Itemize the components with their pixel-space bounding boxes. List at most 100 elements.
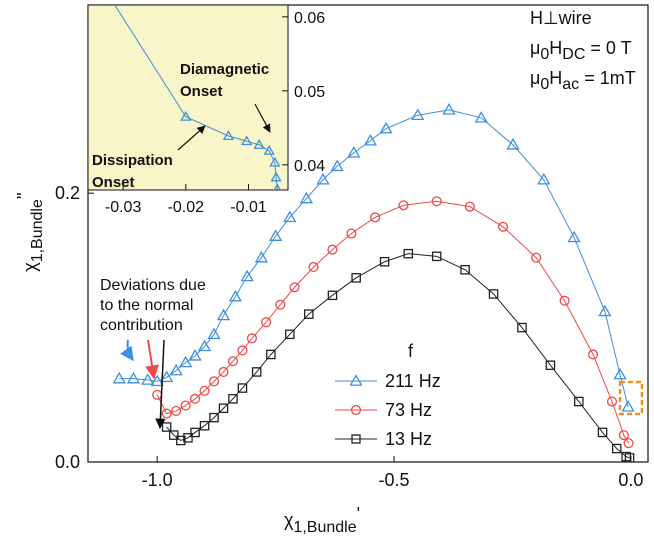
note-part: μ [530, 68, 540, 88]
legend-label: 211 Hz [385, 371, 441, 391]
marker [506, 137, 520, 150]
marker [587, 349, 599, 360]
marker [176, 435, 186, 446]
legend-title: f [408, 341, 414, 361]
marker [304, 309, 314, 319]
marker [171, 405, 182, 416]
marker [537, 172, 551, 185]
marker [606, 396, 618, 407]
marker [246, 333, 257, 344]
marker [370, 212, 381, 223]
marker [126, 371, 141, 384]
marker [270, 171, 282, 182]
marker [567, 230, 581, 243]
legend-label: 13 Hz [385, 429, 432, 449]
marker [227, 356, 239, 367]
series-layer [106, 0, 282, 190]
inset-note: Diamagnetic [180, 61, 269, 78]
series-layer [112, 103, 635, 462]
deviation-note: to the normal [100, 297, 193, 314]
marker [545, 360, 556, 370]
marker [474, 111, 488, 123]
marker [398, 200, 409, 211]
note-sub: 0 [540, 76, 549, 93]
x-label-sub: 1,Bundle [293, 519, 356, 536]
y-label-sup: '' [14, 192, 34, 199]
marker [460, 265, 470, 275]
marker [351, 273, 361, 283]
inset-note: Onset [180, 83, 223, 100]
marker [218, 403, 229, 414]
arrow [145, 339, 159, 380]
marker [431, 196, 442, 207]
marker [621, 400, 635, 412]
marker [241, 135, 253, 146]
inset-note: Onset [92, 174, 135, 191]
marker [209, 412, 219, 423]
marker [106, 0, 115, 2]
marker [183, 433, 193, 443]
marker [161, 408, 172, 419]
marker [199, 420, 210, 431]
marker [597, 427, 608, 438]
highlight-box [618, 380, 644, 416]
x-tick-label: 0.0 [618, 470, 643, 490]
y-tick-label: 0.05 [294, 84, 325, 101]
marker [251, 367, 262, 377]
inset-frame [87, 4, 289, 191]
marker [180, 110, 192, 121]
marker [411, 108, 425, 120]
marker [228, 289, 242, 302]
marker [531, 252, 542, 263]
marker [254, 250, 269, 263]
marker [190, 393, 201, 404]
note-part: H [549, 68, 562, 88]
marker [222, 130, 235, 141]
marker [347, 146, 361, 158]
marker [613, 367, 627, 380]
note-part: μ [530, 38, 540, 58]
x-label-sup: ' [357, 504, 360, 524]
marker [266, 349, 276, 360]
marker [216, 308, 231, 321]
marker [275, 299, 286, 310]
inset-layer: -0.03 -0.02 -0.01 0.04 0.05 0.06 [105, 0, 325, 216]
marker [199, 385, 210, 396]
x-tick-label: -0.03 [105, 199, 142, 216]
marker [237, 383, 248, 393]
marker [188, 349, 202, 361]
series-line [156, 200, 630, 444]
marker [190, 427, 200, 438]
marker [403, 248, 414, 259]
marker [621, 451, 631, 462]
marker [261, 317, 272, 328]
marker [168, 430, 179, 440]
legend-marker [349, 374, 363, 386]
marker [285, 329, 295, 340]
note-part: = 1mT [579, 68, 636, 88]
main-layer: -1.0 -0.5 0.0 0.0 0.2 [55, 103, 643, 490]
x-tick-label: -0.02 [168, 199, 205, 216]
marker [299, 191, 314, 204]
legend-label: 73 Hz [385, 400, 432, 420]
note-sub: ac [562, 76, 579, 93]
y-label-sub: 1,Bundle [29, 199, 46, 262]
marker [283, 210, 297, 223]
marker [180, 400, 191, 411]
y-tick-label: 0.06 [294, 10, 325, 27]
marker [112, 371, 126, 384]
x-label-part: χ [284, 510, 294, 530]
dc-note: μ0HDC = 0 T [530, 38, 632, 63]
marker [178, 355, 193, 368]
x-tick-label: -0.5 [379, 470, 410, 490]
marker [464, 201, 475, 212]
marker [598, 304, 612, 317]
arrow [254, 103, 271, 133]
x-tick-label: -0.01 [230, 199, 267, 216]
series-line [166, 253, 630, 459]
marker [197, 339, 212, 352]
marker [240, 269, 254, 282]
inset-note: Dissipation [92, 152, 173, 169]
note-part: = 0 T [585, 38, 631, 58]
